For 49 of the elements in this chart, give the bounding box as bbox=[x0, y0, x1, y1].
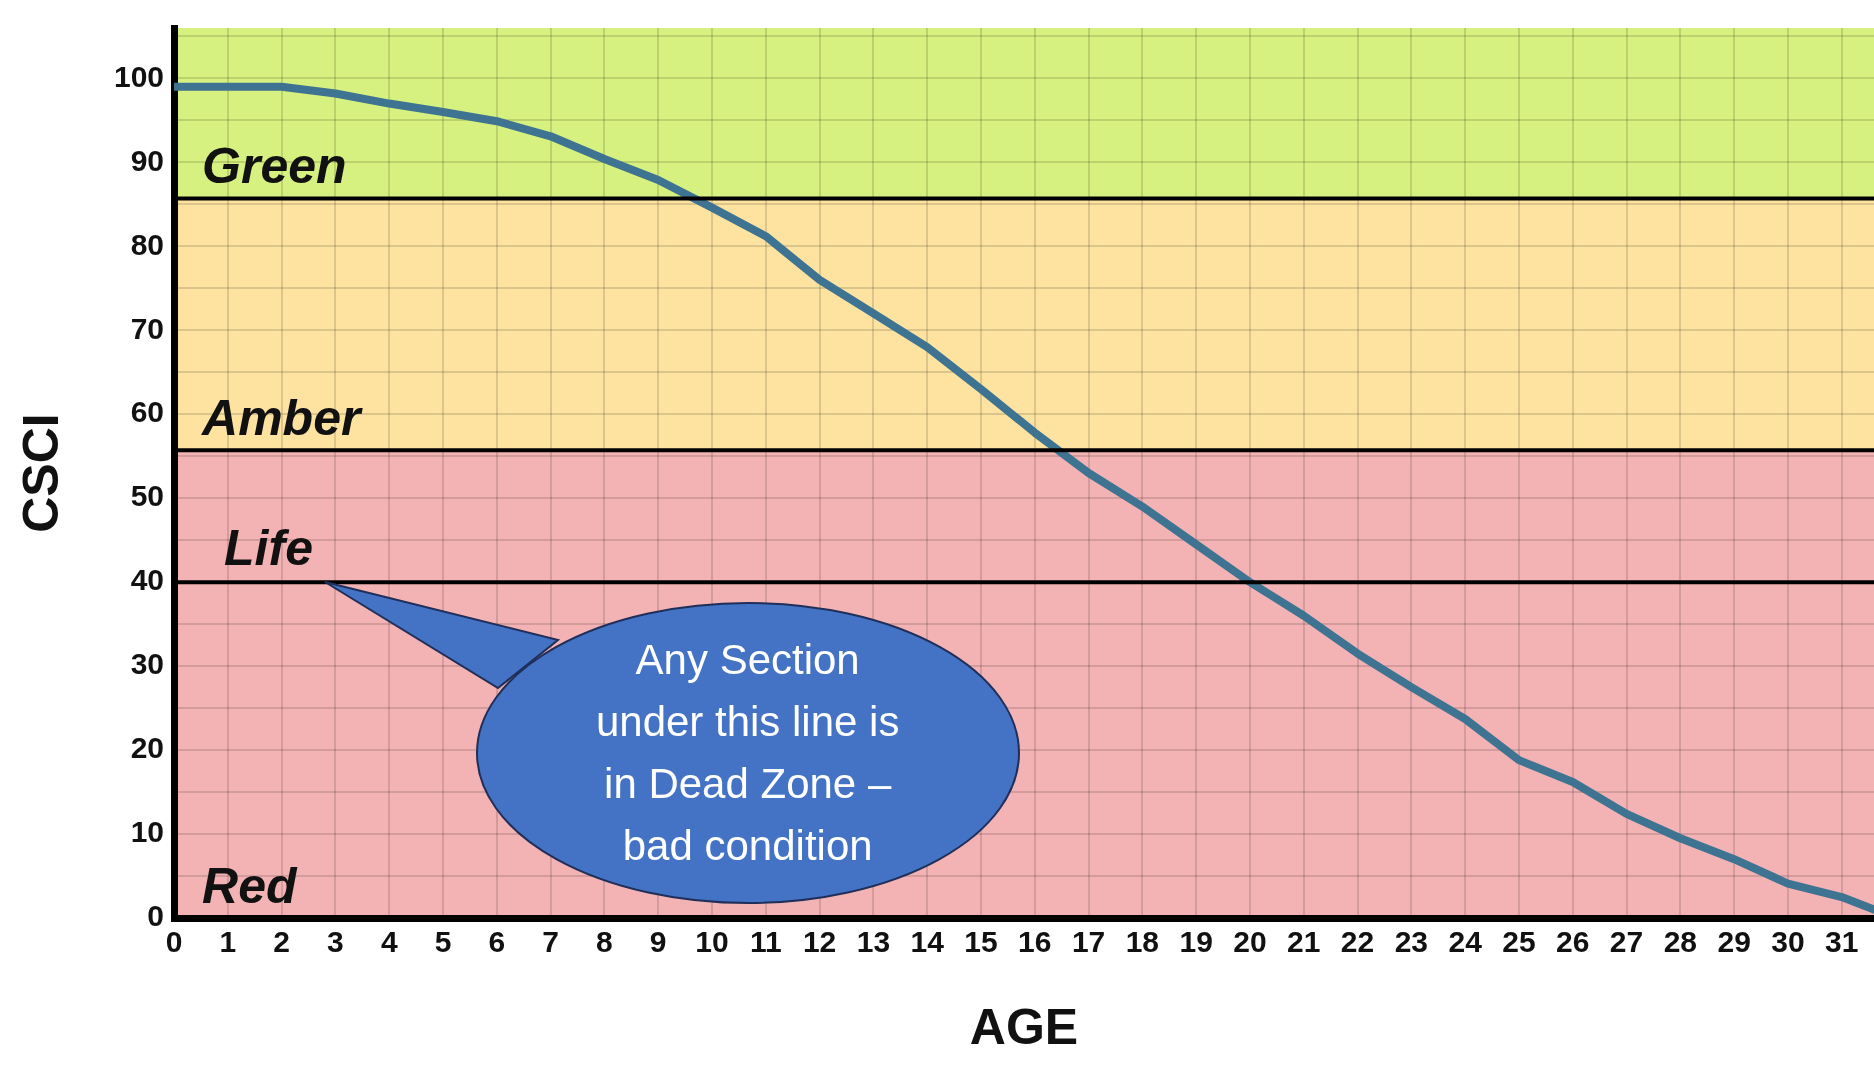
x-tick-label: 5 bbox=[434, 925, 452, 959]
x-tick-label: 23 bbox=[1394, 925, 1429, 959]
x-tick-label: 27 bbox=[1609, 925, 1644, 959]
x-tick-label: 12 bbox=[802, 925, 837, 959]
band-label: Green bbox=[202, 138, 347, 195]
x-tick-label: 14 bbox=[910, 925, 945, 959]
x-axis-title: AGE bbox=[969, 998, 1079, 1055]
x-tick-label: 20 bbox=[1233, 925, 1267, 959]
x-tick-label: 31 bbox=[1825, 925, 1859, 959]
y-tick-label: 0 bbox=[147, 899, 165, 933]
x-tick-label: 30 bbox=[1771, 925, 1805, 959]
annotation: Any Section under this line is in Dead Zone – bad condition bbox=[594, 635, 901, 872]
y-tick-label: 20 bbox=[130, 731, 165, 765]
x-tick-label: 15 bbox=[964, 925, 998, 959]
x-tick-label: 29 bbox=[1717, 925, 1751, 959]
x-tick-label: 2 bbox=[273, 925, 290, 959]
band-label: Amber bbox=[200, 390, 363, 447]
x-tick-label: 9 bbox=[649, 925, 667, 959]
y-tick-label: 100 bbox=[113, 59, 165, 93]
x-tick-label: 19 bbox=[1179, 925, 1213, 959]
x-tick-label: 21 bbox=[1287, 925, 1321, 959]
x-tick-label: 28 bbox=[1663, 925, 1698, 959]
y-tick-label: 40 bbox=[130, 563, 165, 597]
x-tick-label: 3 bbox=[327, 925, 344, 959]
x-tick-label: 10 bbox=[695, 925, 729, 959]
band-label: Red bbox=[202, 857, 298, 914]
x-tick-label: 18 bbox=[1125, 925, 1160, 959]
y-tick-label: 70 bbox=[130, 311, 165, 345]
x-tick-label: 13 bbox=[856, 925, 891, 959]
x-tick-label: 4 bbox=[380, 925, 398, 959]
y-tick-label: 30 bbox=[130, 647, 165, 681]
x-tick-label: 16 bbox=[1018, 925, 1052, 959]
x-tick-label: 26 bbox=[1556, 925, 1590, 959]
y-tick-label: 10 bbox=[130, 815, 165, 849]
x-tick-label: 8 bbox=[596, 925, 613, 959]
ref-line-label: Life bbox=[224, 519, 313, 576]
x-tick-label: 6 bbox=[488, 925, 506, 959]
y-tick-label: 90 bbox=[130, 143, 165, 177]
x-tick-label: 1 bbox=[219, 925, 237, 959]
x-tick-label: 7 bbox=[542, 925, 559, 959]
y-tick-label: 80 bbox=[130, 227, 165, 261]
x-tick-label: 11 bbox=[749, 925, 782, 959]
x-tick-label: 24 bbox=[1448, 925, 1483, 959]
y-axis-title: CSCI bbox=[12, 413, 69, 533]
x-tick-label: 25 bbox=[1502, 925, 1536, 959]
y-tick-label: 50 bbox=[130, 479, 165, 513]
x-tick-label: 17 bbox=[1071, 925, 1106, 959]
x-tick-label: 22 bbox=[1340, 925, 1375, 959]
y-tick-label: 60 bbox=[130, 395, 165, 429]
